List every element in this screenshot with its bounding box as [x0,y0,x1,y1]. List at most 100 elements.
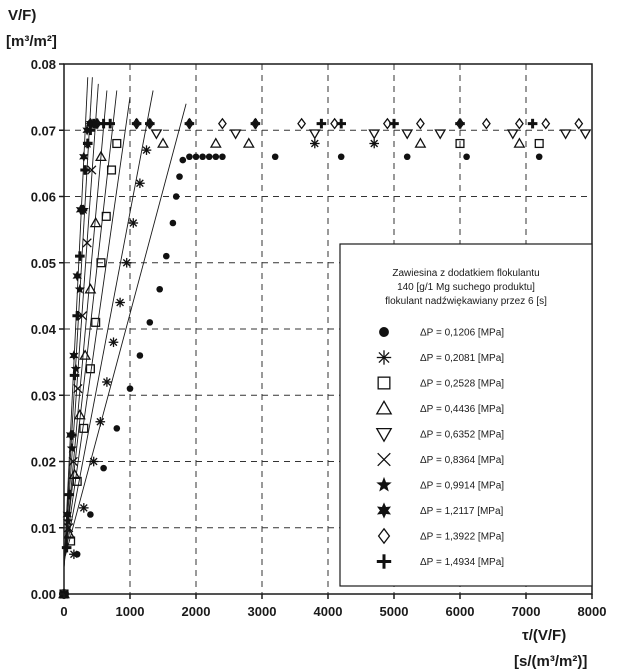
x-axis-label-line2: [s/(m³/m²)] [514,653,587,670]
data-point-series-1 [271,153,279,161]
x-tick-label: 3000 [248,604,277,619]
data-point-series-2 [115,297,125,308]
data-point-series-2 [88,456,99,467]
fit-line [63,83,99,568]
data-points [58,117,592,600]
data-point-series-5 [229,129,242,140]
data-point-series-8 [69,350,79,361]
x-tick-label: 8000 [578,604,607,619]
data-point-series-6 [68,456,78,467]
data-point-series-10 [184,118,195,129]
y-tick-label: 0.00 [31,587,56,602]
data-point-series-6 [87,165,97,175]
data-point-series-4 [414,137,427,148]
data-point-series-2 [310,138,320,149]
legend-label-4: ΔP = 0,4436 [MPa] [420,404,504,415]
data-point-series-3 [91,317,101,327]
data-point-series-6 [73,383,83,394]
data-point-series-6 [77,311,88,321]
data-point-series-1 [179,156,187,164]
data-point-series-3 [79,423,89,433]
data-point-series-10 [455,118,465,129]
data-point-series-8 [72,270,82,282]
data-point-series-2 [141,145,152,155]
data-point-series-1 [87,511,94,518]
data-point-series-3 [66,536,76,546]
data-point-series-1 [463,153,470,161]
y-axis-label-line2: [m³/m²] [6,33,57,50]
y-tick-label: 0.08 [31,57,56,72]
fit-line [63,103,187,561]
y-tick-label: 0.03 [31,388,56,403]
data-point-series-10 [69,370,80,381]
data-point-series-6 [82,238,92,248]
data-point-series-3 [534,138,544,149]
data-point-series-9 [415,117,425,130]
data-point-series-10 [145,118,155,129]
y-axis-label-line1: V/F) [8,7,36,24]
data-point-series-1 [100,464,107,472]
legend-marker-2 [376,350,392,365]
y-tick-label: 0.04 [31,322,57,337]
data-point-series-3 [85,364,95,374]
data-point-series-1 [136,352,144,359]
fit-line [63,90,154,561]
x-axis-label-line1: τ/(V/F) [522,627,566,644]
data-point-series-10 [64,489,75,500]
data-point-series-3 [101,211,111,221]
data-point-series-8 [62,509,72,520]
legend-marker-6 [377,452,391,467]
data-point-series-10 [67,430,77,440]
y-tick-label: 0.01 [31,521,56,536]
data-point-series-2 [69,549,79,560]
data-point-series-10 [77,204,88,215]
data-point-series-9 [541,117,551,130]
data-point-series-1 [172,193,180,200]
data-point-series-1 [186,153,193,161]
legend-marker-8 [376,502,392,519]
x-tick-labels: 0 1000 2000 3000 4000 5000 6000 7000 8000 [60,594,606,619]
data-point-series-3 [455,138,465,149]
data-point-series-4 [513,137,526,148]
data-point-series-10 [75,251,85,261]
data-point-series-10 [85,125,96,136]
data-point-series-4 [73,409,86,420]
data-point-series-1 [212,153,220,161]
data-point-series-10 [527,118,538,129]
data-point-series-1 [176,173,183,180]
data-point-series-9 [330,117,340,130]
legend-title-line1: Zawiesina z dodatkiem flokulantu [392,268,539,279]
x-tick-label: 0 [60,604,67,619]
data-point-series-5 [559,129,572,140]
data-point-series-9 [514,117,524,130]
data-point-series-10 [336,118,346,129]
data-point-series-9 [297,117,307,130]
data-point-series-5 [579,129,592,140]
x-tick-label: 1000 [116,604,145,619]
data-point-series-10 [61,542,72,553]
data-point-series-9 [481,117,491,130]
legend: Zawiesina z dodatkiem flokulantu 140 [g/… [339,243,593,587]
data-point-series-1 [337,153,345,161]
legend-title-line2: 140 [g/1 Mg suchego produktu] [397,282,535,293]
data-point-series-10 [72,310,82,321]
legend-label-10: ΔP = 1,4934 [MPa] [420,557,504,568]
data-point-series-3 [72,476,82,486]
data-point-series-4 [79,349,92,360]
data-point-series-5 [506,129,519,140]
legend-label-3: ΔP = 0,2528 [MPa] [420,379,504,390]
x-tick-label: 7000 [512,604,541,619]
y-tick-label: 0.06 [31,190,56,205]
legend-marker-4 [375,399,393,415]
data-point-series-2 [121,257,132,268]
data-point-series-1 [199,153,206,161]
data-point-series-1 [403,153,411,161]
data-point-series-3 [106,165,117,175]
fit-line [63,90,108,568]
legend-label-1: ΔP = 0,1206 [MPa] [420,328,504,339]
legend-label-6: ΔP = 0,8364 [MPa] [420,455,504,466]
legend-label-5: ΔP = 0,6352 [MPa] [420,430,504,441]
x-tick-label: 5000 [380,604,409,619]
data-point-series-2 [369,138,379,149]
